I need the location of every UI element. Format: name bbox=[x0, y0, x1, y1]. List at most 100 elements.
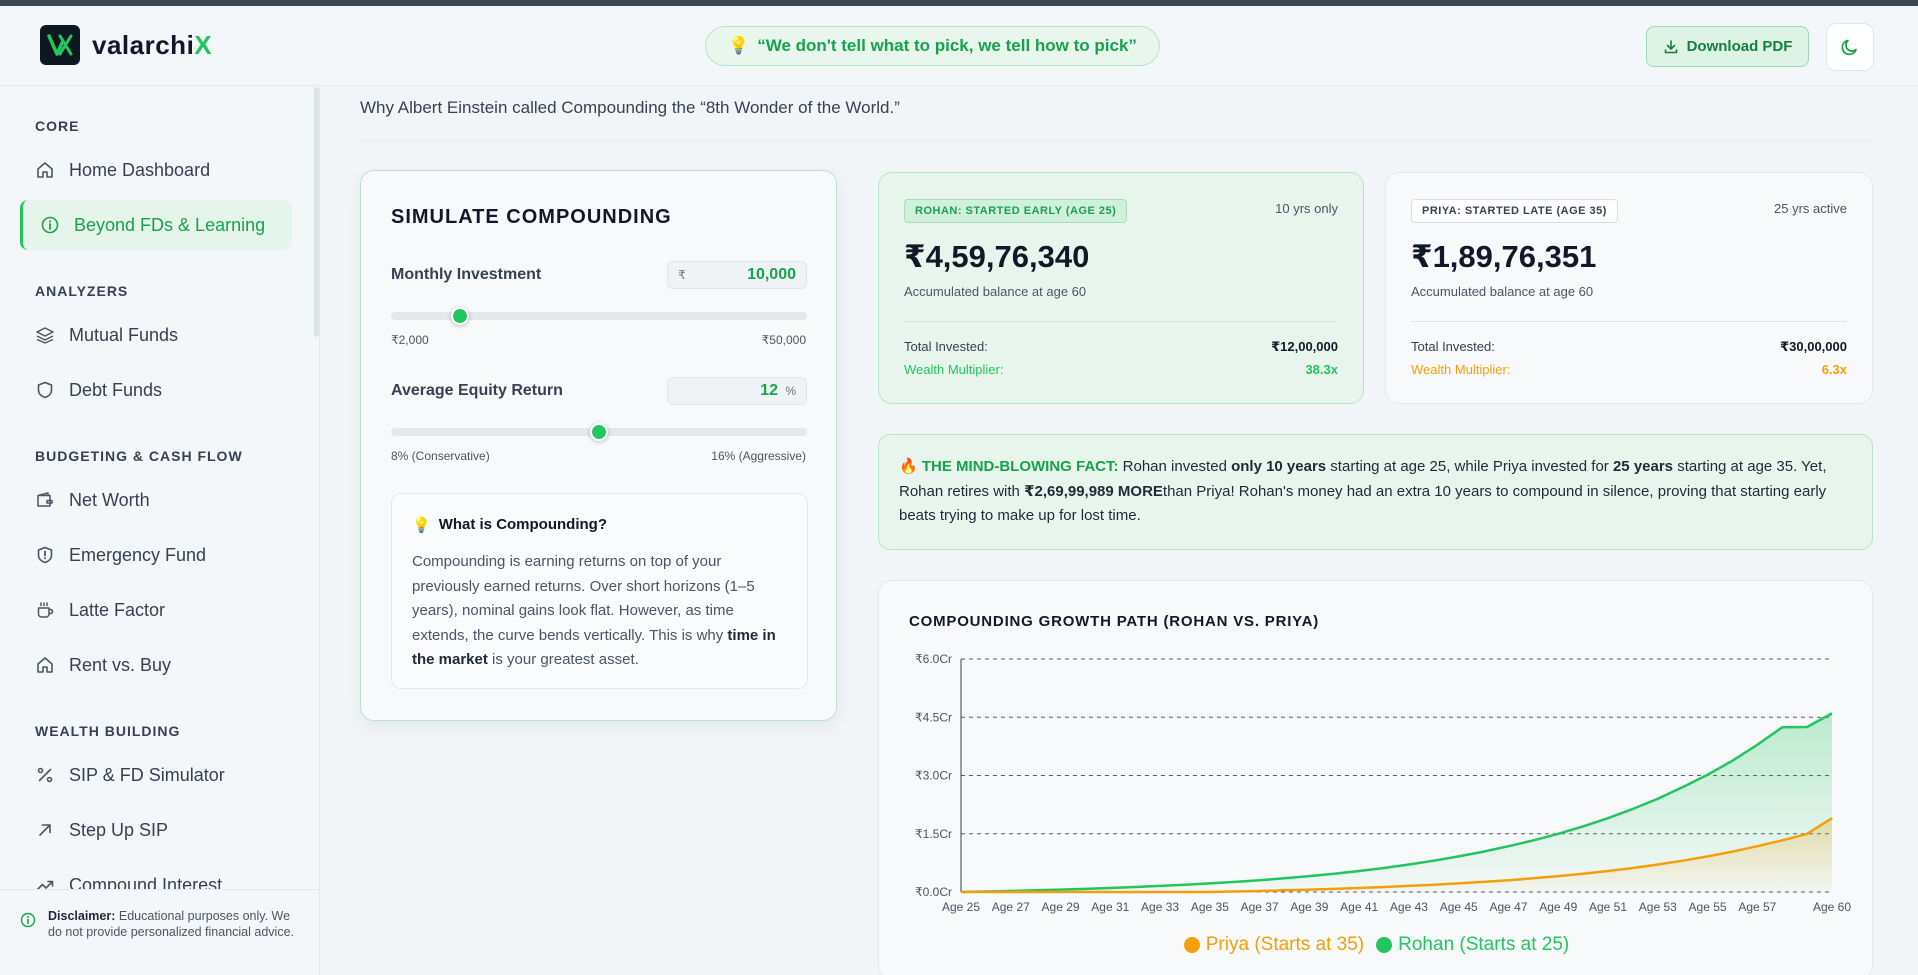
legend-swatch-rohan bbox=[1376, 937, 1393, 953]
x-tick-label: Age 53 bbox=[1639, 900, 1677, 914]
coffee-icon bbox=[37, 602, 54, 618]
download-pdf-button[interactable]: Download PDF bbox=[1646, 26, 1809, 67]
logo-mark-icon bbox=[47, 34, 73, 56]
x-tick-label: Age 27 bbox=[992, 900, 1030, 914]
monthly-investment-input[interactable]: ₹ 10,000 bbox=[667, 261, 807, 289]
rohan-balance: ₹4,59,76,340 bbox=[904, 239, 1090, 274]
sidebar-item-beyond-fds[interactable]: Beyond FDs & Learning bbox=[20, 200, 292, 250]
x-tick-label: Age 43 bbox=[1390, 900, 1428, 914]
moon-icon bbox=[1841, 39, 1857, 56]
series-line-rohan bbox=[960, 712, 1833, 894]
x-tick-label: Age 55 bbox=[1689, 900, 1727, 914]
sidebar: CORE Home Dashboard Beyond FDs & Learnin… bbox=[0, 87, 320, 975]
chart-title: COMPOUNDING GROWTH PATH (ROHAN VS. PRIYA… bbox=[909, 613, 1320, 630]
simulator-title: SIMULATE COMPOUNDING bbox=[391, 206, 672, 228]
monthly-investment-label: Monthly Investment bbox=[391, 266, 542, 283]
rupee-prefix: ₹ bbox=[678, 268, 686, 282]
percent-suffix: % bbox=[785, 384, 796, 398]
lightbulb-icon: 💡 bbox=[412, 517, 431, 534]
sidebar-item-debt-funds[interactable]: Debt Funds bbox=[20, 365, 292, 415]
theme-toggle-button[interactable] bbox=[1826, 23, 1874, 71]
rohan-balance-label: Accumulated balance at age 60 bbox=[904, 284, 1087, 299]
x-tick-label: Age 45 bbox=[1440, 900, 1478, 914]
lightbulb-icon: 💡 bbox=[728, 36, 750, 55]
sidebar-item-net-worth[interactable]: Net Worth bbox=[20, 475, 292, 525]
page-subtitle: Why Albert Einstein called Compounding t… bbox=[360, 98, 900, 117]
what-is-compounding-body: Compounding is earning returns on top of… bbox=[412, 553, 776, 668]
sidebar-item-mutual-funds[interactable]: Mutual Funds bbox=[20, 310, 292, 360]
sidebar-scrollbar[interactable] bbox=[314, 87, 319, 337]
area-priya bbox=[961, 818, 1832, 892]
area-rohan bbox=[961, 713, 1832, 892]
sidebar-item-rent-vs-buy[interactable]: Rent vs. Buy bbox=[20, 640, 292, 690]
monthly-investment-value: 10,000 bbox=[747, 266, 796, 283]
shield-alert-icon bbox=[37, 546, 53, 564]
monthly-min-label: ₹2,000 bbox=[391, 333, 429, 347]
legend-item-priya[interactable]: Priya (Starts at 35) bbox=[1183, 934, 1364, 956]
x-tick-label: Age 60 bbox=[1813, 900, 1851, 914]
y-tick-label: ₹1.5Cr bbox=[915, 827, 952, 841]
sidebar-item-step-up-sip[interactable]: Step Up SIP bbox=[20, 805, 292, 855]
x-tick-label: Age 41 bbox=[1340, 900, 1378, 914]
priya-badge: PRIYA: STARTED LATE (AGE 35) bbox=[1411, 199, 1618, 223]
logo[interactable] bbox=[40, 25, 80, 65]
growth-chart-card: COMPOUNDING GROWTH PATH (ROHAN VS. PRIYA… bbox=[878, 580, 1873, 975]
x-tick-label: Age 33 bbox=[1141, 900, 1179, 914]
monthly-investment-slider[interactable] bbox=[391, 307, 807, 325]
download-icon bbox=[1664, 39, 1677, 53]
priya-years: 25 yrs active bbox=[1774, 201, 1847, 216]
equity-return-value: 12 bbox=[760, 382, 778, 399]
y-tick-label: ₹0.0Cr bbox=[915, 885, 952, 899]
info-icon bbox=[20, 912, 36, 928]
priya-multiplier-row: Wealth Multiplier: 6.3x bbox=[1411, 362, 1847, 377]
sidebar-section-budgeting: BUDGETING & CASH FLOW bbox=[35, 448, 243, 464]
what-is-compounding-box: 💡 What is Compounding? Compounding is ea… bbox=[391, 493, 808, 689]
what-is-compounding-title: 💡 What is Compounding? bbox=[412, 516, 607, 534]
chart-legend: Priya (Starts at 35) Rohan (Starts at 25… bbox=[879, 934, 1874, 956]
sidebar-item-home-dashboard[interactable]: Home Dashboard bbox=[20, 145, 292, 195]
x-tick-label: Age 57 bbox=[1738, 900, 1776, 914]
equity-return-slider[interactable] bbox=[391, 423, 807, 441]
fire-icon: 🔥 bbox=[899, 458, 918, 475]
sidebar-section-core: CORE bbox=[35, 118, 80, 134]
x-tick-label: Age 39 bbox=[1290, 900, 1328, 914]
brand-name: valarchiX bbox=[92, 30, 213, 60]
app-header: valarchiX 💡 “We don't tell what to pick,… bbox=[0, 6, 1918, 86]
rohan-years: 10 yrs only bbox=[1275, 201, 1338, 216]
info-icon bbox=[41, 216, 59, 234]
legend-item-rohan[interactable]: Rohan (Starts at 25) bbox=[1376, 934, 1569, 956]
sidebar-section-wealth: WEALTH BUILDING bbox=[35, 723, 181, 739]
x-tick-label: Age 49 bbox=[1539, 900, 1577, 914]
x-tick-label: Age 47 bbox=[1489, 900, 1527, 914]
return-min-label: 8% (Conservative) bbox=[391, 449, 490, 463]
sidebar-item-latte-factor[interactable]: Latte Factor bbox=[20, 585, 292, 635]
fact-heading: THE MIND-BLOWING FACT: bbox=[921, 458, 1119, 475]
equity-return-label: Average Equity Return bbox=[391, 382, 563, 399]
top-strip bbox=[0, 0, 1918, 6]
sidebar-item-emergency-fund[interactable]: Emergency Fund bbox=[20, 530, 292, 580]
equity-return-slider-thumb[interactable] bbox=[590, 423, 608, 441]
x-tick-label: Age 31 bbox=[1091, 900, 1129, 914]
x-tick-label: Age 35 bbox=[1191, 900, 1229, 914]
sidebar-item-sip-fd-simulator[interactable]: SIP & FD Simulator bbox=[20, 750, 292, 800]
y-tick-label: ₹6.0Cr bbox=[915, 652, 952, 666]
priya-balance-label: Accumulated balance at age 60 bbox=[1411, 284, 1594, 299]
rohan-invested-row: Total Invested: ₹12,00,000 bbox=[904, 339, 1338, 354]
y-tick-label: ₹4.5Cr bbox=[915, 710, 952, 724]
rohan-result-card: ROHAN: STARTED EARLY (AGE 25) 10 yrs onl… bbox=[878, 172, 1364, 404]
monthly-investment-slider-thumb[interactable] bbox=[451, 307, 470, 325]
divider bbox=[1411, 321, 1847, 322]
x-tick-label: Age 51 bbox=[1589, 900, 1627, 914]
series-line-priya bbox=[961, 817, 1833, 894]
tagline-pill: 💡 “We don't tell what to pick, we tell h… bbox=[705, 26, 1160, 66]
tagline-text: “We don't tell what to pick, we tell how… bbox=[757, 36, 1137, 55]
mind-blowing-fact: 🔥 THE MIND-BLOWING FACT: Rohan invested … bbox=[878, 434, 1873, 550]
sidebar-section-analyzers: ANALYZERS bbox=[35, 283, 129, 299]
divider bbox=[360, 140, 1872, 141]
percent-icon bbox=[37, 767, 53, 783]
monthly-max-label: ₹50,000 bbox=[761, 333, 806, 347]
shield-icon bbox=[37, 381, 53, 399]
rohan-multiplier-row: Wealth Multiplier: 38.3x bbox=[904, 362, 1338, 377]
layers-icon bbox=[36, 327, 54, 344]
equity-return-input[interactable]: 12 % bbox=[667, 377, 807, 405]
